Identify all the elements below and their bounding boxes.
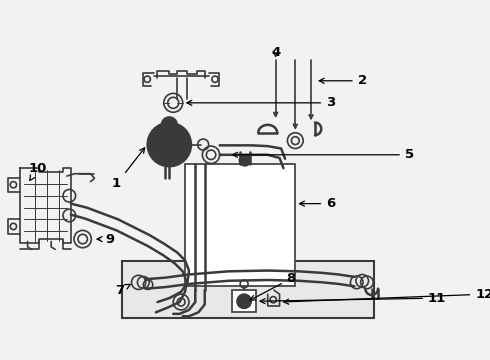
Text: 8: 8 — [250, 272, 296, 300]
Bar — [122, 261, 374, 318]
Text: 12: 12 — [284, 288, 490, 304]
Text: 3: 3 — [187, 96, 335, 109]
Text: 5: 5 — [233, 148, 414, 161]
Circle shape — [147, 122, 192, 167]
Bar — [185, 164, 295, 286]
Text: 9: 9 — [97, 233, 115, 246]
Circle shape — [240, 155, 250, 166]
Circle shape — [161, 117, 177, 133]
Text: 11: 11 — [260, 292, 446, 305]
Text: 1: 1 — [112, 148, 145, 190]
Bar — [232, 290, 256, 312]
Text: 4: 4 — [271, 46, 280, 59]
Text: 2: 2 — [319, 74, 367, 87]
Text: 7: 7 — [115, 284, 130, 297]
Text: 6: 6 — [299, 197, 335, 210]
Text: 10: 10 — [28, 162, 47, 180]
Circle shape — [241, 298, 247, 305]
Circle shape — [237, 294, 251, 309]
